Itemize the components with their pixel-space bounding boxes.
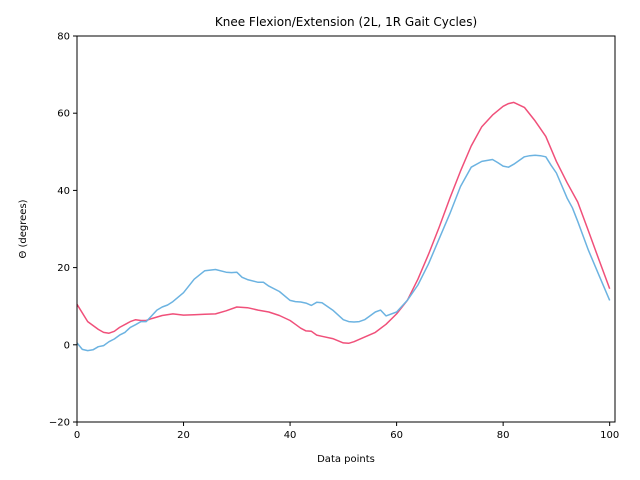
y-tick-label: 80	[57, 32, 70, 43]
y-axis-label: Θ (degrees)	[18, 199, 29, 258]
y-tick-label: −20	[49, 418, 70, 429]
x-tick-label: 60	[390, 430, 403, 441]
x-tick-label: 0	[74, 430, 80, 441]
chart-title: Knee Flexion/Extension (2L, 1R Gait Cycl…	[215, 15, 477, 29]
series-line-1	[76, 101, 611, 345]
series-line-2	[76, 154, 611, 352]
y-tick-label: 20	[57, 263, 70, 274]
series-layer	[76, 101, 611, 352]
y-tick-label: 0	[64, 340, 70, 351]
x-tick-label: 40	[284, 430, 297, 441]
plot-frame	[76, 35, 616, 423]
ticks-layer: 0 20 40 60 80 100 −20 0 20 40 60 80	[49, 32, 619, 442]
x-tick-label: 20	[177, 430, 190, 441]
x-tick-label: 100	[600, 430, 619, 441]
x-axis-label: Data points	[317, 454, 375, 465]
y-tick-label: 60	[57, 109, 70, 120]
y-tick-label: 40	[57, 186, 70, 197]
x-tick-label: 80	[497, 430, 510, 441]
